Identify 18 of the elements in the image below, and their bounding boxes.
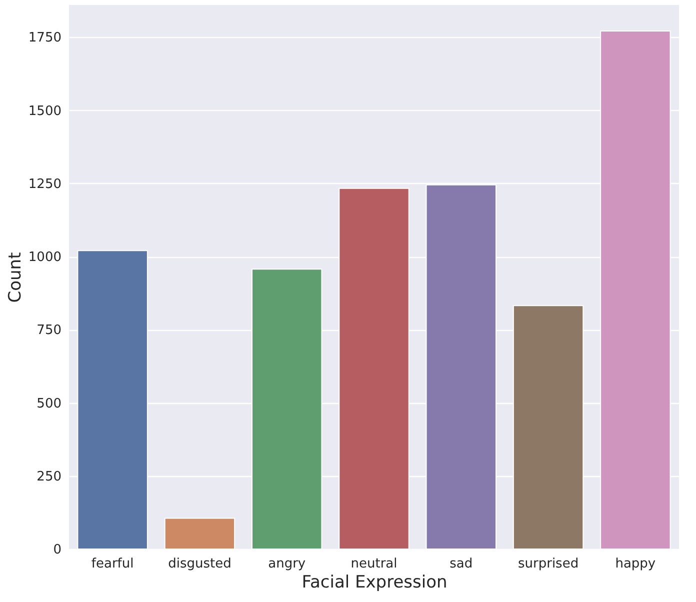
y-axis-title: Count: [5, 252, 26, 303]
y-tick-label: 1500: [28, 104, 62, 119]
y-tick-label: 750: [36, 323, 62, 338]
y-tick-label: 1000: [28, 250, 62, 266]
y-tick-label: 0: [53, 542, 62, 558]
x-tick-label: disgusted: [168, 556, 232, 572]
y-tick-label: 1750: [28, 30, 62, 46]
x-tick-label: happy: [615, 556, 656, 572]
x-tick-label: sad: [450, 556, 473, 572]
y-tick-label: 500: [36, 396, 62, 412]
x-axis-title: Facial Expression: [302, 572, 448, 592]
y-tick-label: 1250: [28, 176, 62, 192]
bar: [164, 518, 236, 550]
x-tick-label: surprised: [518, 556, 579, 572]
x-tick-label: fearful: [91, 556, 134, 572]
y-tick-label: 250: [36, 469, 62, 484]
x-tick-label: neutral: [350, 556, 398, 572]
x-tick-label: angry: [268, 556, 306, 572]
